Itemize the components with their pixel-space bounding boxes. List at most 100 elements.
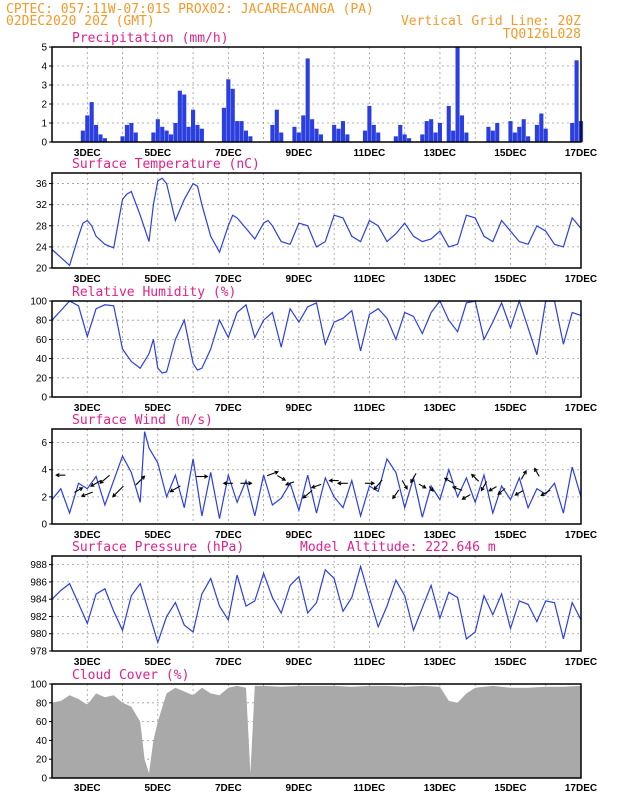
y-tick-label: 0 (41, 774, 47, 785)
y-tick-label: 4 (41, 62, 47, 73)
y-tick-label: 0 (41, 520, 47, 531)
wind-arrow (135, 475, 146, 486)
precip-bar (345, 134, 350, 142)
precip-bar (490, 130, 495, 142)
x-tick-label: 15DEC (494, 783, 526, 794)
precip-bar (437, 123, 442, 142)
precip-bar (407, 138, 412, 142)
precip-bar (512, 132, 517, 142)
precip-bar (94, 124, 99, 142)
meteogram-panels: 0 1 2 3 4 5 3DEC 5DEC 7DEC 9DEC 11DEC 13DEC 15DEC 17D… (30, 31, 597, 794)
wind-arrow (428, 486, 434, 492)
wind-arrow (470, 473, 480, 482)
y-tick-label: 100 (30, 680, 47, 691)
x-tick-label: 15DEC (494, 274, 526, 285)
y-tick-label: 80 (36, 698, 48, 709)
cloud-cover-area (52, 685, 581, 778)
y-tick-label: 2 (41, 100, 47, 111)
x-tick-label: 5DEC (144, 274, 171, 285)
y-tick-label: 60 (36, 717, 48, 728)
wind-arrow (514, 490, 524, 496)
x-tick-label: 17DEC (565, 783, 597, 794)
panel-frame (51, 555, 582, 652)
x-tick-label: 15DEC (494, 148, 526, 159)
precip-bar (459, 115, 465, 142)
x-tick-label: 13DEC (424, 783, 456, 794)
y-tick-label: 1 (41, 119, 47, 130)
precip-bar (155, 119, 160, 142)
precip-bar (398, 124, 403, 142)
x-tick-label: 7DEC (215, 783, 242, 794)
x-tick-label: 11DEC (354, 657, 386, 668)
panel-frame (51, 683, 582, 779)
x-tick-label: 3DEC (74, 274, 101, 285)
wind-arrow (480, 481, 488, 492)
x-tick-label: 7DEC (215, 657, 242, 668)
x-tick-label: 15DEC (494, 403, 526, 414)
x-tick-label: 7DEC (215, 274, 242, 285)
precip-bar (80, 130, 85, 142)
wind-arrow (112, 485, 124, 498)
precip-bar (332, 124, 337, 142)
y-tick-label: 3 (41, 81, 47, 92)
wind-arrow (497, 488, 506, 496)
precip-bar (433, 132, 438, 142)
precip-bar (164, 130, 169, 142)
precip-bar (521, 119, 526, 142)
x-tick-label: 3DEC (74, 148, 101, 159)
wind-arrow (451, 485, 463, 491)
precip-bar (376, 132, 381, 142)
header-station: CPTEC: 057:11W-07:01S PROX02: JACAREACAN… (6, 2, 374, 17)
x-tick-label: 3DEC (74, 657, 101, 668)
wind-arrow (266, 470, 279, 477)
x-tick-label: 17DEC (565, 530, 597, 541)
wind-arrow (418, 483, 427, 489)
precip-bar (239, 121, 244, 142)
header-date: 02DEC2020 20Z (GMT) (6, 14, 155, 29)
y-tick-label: 980 (30, 629, 47, 640)
wind-series-line (51, 431, 582, 519)
x-tick-label: 13DEC (424, 274, 456, 285)
precip-bar (314, 128, 319, 142)
wind-arrow (373, 479, 383, 491)
x-tick-label: 17DEC (565, 657, 597, 668)
model-altitude-label: Model Altitude: 222.646 m (300, 540, 496, 555)
wind-arrow (90, 479, 102, 487)
wind-arrow (240, 481, 253, 486)
y-tick-label: 0 (41, 138, 47, 149)
precip-bar (543, 128, 548, 142)
x-tick-label: 13DEC (424, 148, 456, 159)
cloud-panel-title: Cloud Cover (%) (72, 668, 189, 683)
wind-arrow (392, 489, 400, 500)
pres-panel: 978 980 982 984 986 988 3DEC 5DEC 7DEC 9DEC 11DEC 1… (30, 540, 597, 668)
precip-bar (305, 58, 310, 142)
precip-bar (191, 109, 196, 142)
y-tick-label: 40 (36, 354, 48, 365)
x-tick-label: 9DEC (286, 657, 313, 668)
x-tick-label: 11DEC (354, 403, 386, 414)
x-tick-label: 5DEC (144, 783, 171, 794)
wind-arrow (336, 481, 348, 486)
precip-bar (362, 130, 368, 142)
precip-bar (539, 113, 544, 142)
precip-bar (199, 128, 204, 142)
precip-bar (243, 130, 249, 142)
y-tick-label: 5 (41, 43, 47, 54)
y-tick-label: 982 (30, 612, 47, 623)
x-tick-label: 9DEC (286, 274, 313, 285)
precip-bar (296, 132, 301, 142)
rh-series-line (51, 299, 582, 374)
precip-bar (279, 132, 284, 142)
y-tick-label: 32 (36, 200, 48, 211)
y-tick-label: 20 (36, 755, 48, 766)
y-tick-label: 6 (41, 438, 47, 449)
y-tick-label: 100 (30, 297, 47, 308)
precip-bar (221, 107, 226, 142)
precip-bar (534, 124, 539, 142)
panel-frame (51, 46, 582, 143)
y-tick-label: 988 (30, 560, 47, 571)
x-tick-label: 13DEC (424, 657, 456, 668)
precip-bar (89, 102, 94, 142)
precip-bar (133, 132, 138, 142)
x-tick-label: 11DEC (354, 148, 386, 159)
